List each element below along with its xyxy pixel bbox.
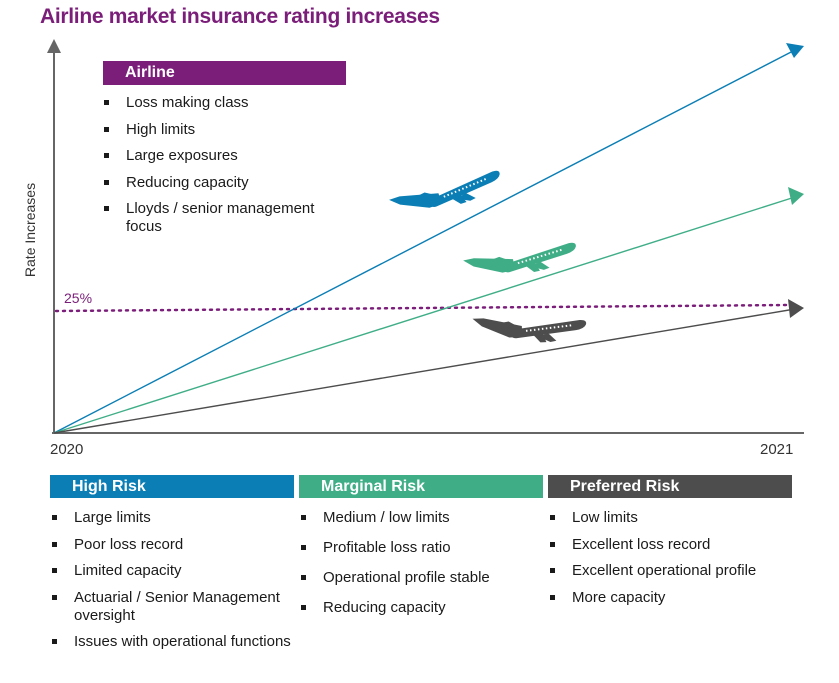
list-item: Medium / low limits <box>301 509 541 527</box>
rate-diagram <box>47 39 804 434</box>
chart-title: Airline market insurance rating increase… <box>40 5 440 28</box>
list-item: Reducing capacity <box>301 599 541 617</box>
list-item: Loss making class <box>104 94 354 112</box>
preferred-risk-plane-icon <box>472 314 587 345</box>
list-item: Profitable loss ratio <box>301 539 541 557</box>
marginal-risk-arrow <box>788 187 804 205</box>
list-item: Large exposures <box>104 147 354 165</box>
high-risk-arrow <box>786 43 804 58</box>
list-item: Poor loss record <box>52 536 292 554</box>
airline-header: Airline <box>103 61 346 85</box>
marginal-risk-line <box>53 196 796 434</box>
list-item: Limited capacity <box>52 562 292 580</box>
preferred-risk-line <box>53 308 796 434</box>
preferred-risk-arrow <box>788 299 804 318</box>
list-item: Lloyds / senior management focus <box>104 200 354 236</box>
list-item: Excellent operational profile <box>550 562 800 580</box>
marginal-risk-header: Marginal Risk <box>299 475 543 498</box>
y-axis-arrow <box>47 39 61 53</box>
list-item: Actuarial / Senior Management oversight <box>52 589 292 625</box>
list-item: Large limits <box>52 509 292 527</box>
high-risk-header: High Risk <box>50 475 294 498</box>
high-risk-list: Large limits Poor loss record Limited ca… <box>52 509 292 660</box>
list-item: Operational profile stable <box>301 569 541 587</box>
list-item: More capacity <box>550 589 800 607</box>
marginal-risk-list: Medium / low limits Profitable loss rati… <box>301 509 541 629</box>
marginal-risk-plane-icon <box>463 236 580 286</box>
preferred-risk-list: Low limits Excellent loss record Excelle… <box>550 509 800 615</box>
list-item: Excellent loss record <box>550 536 800 554</box>
threshold-line <box>54 303 792 313</box>
list-item: Reducing capacity <box>104 174 354 192</box>
preferred-risk-header: Preferred Risk <box>548 475 792 498</box>
threshold-label: 25% <box>64 290 93 306</box>
x-axis-end-label: 2021 <box>760 441 794 458</box>
list-item: Low limits <box>550 509 800 527</box>
x-axis-start-label: 2020 <box>50 441 84 458</box>
y-axis-label: Rate Increases <box>22 182 39 278</box>
high-risk-line <box>53 49 796 434</box>
list-item: High limits <box>104 121 354 139</box>
high-risk-plane-icon <box>389 164 505 225</box>
list-item: Issues with operational functions <box>52 633 292 651</box>
airline-list: Loss making class High limits Large expo… <box>104 94 354 245</box>
